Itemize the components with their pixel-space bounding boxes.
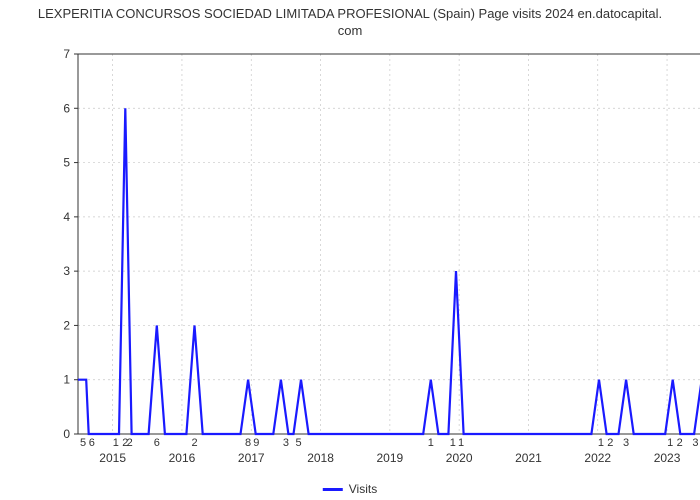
value-label: 5 — [295, 437, 301, 449]
value-label: 1 — [667, 437, 673, 449]
x-year-label: 2017 — [238, 451, 265, 465]
x-year-label: 2016 — [169, 451, 196, 465]
title-line-1: LEXPERITIA CONCURSOS SOCIEDAD LIMITADA P… — [38, 6, 662, 21]
value-label: 1 — [428, 437, 434, 449]
value-label: 1 — [450, 437, 456, 449]
value-label: 9 — [253, 437, 259, 449]
chart-title: LEXPERITIA CONCURSOS SOCIEDAD LIMITADA P… — [0, 0, 700, 42]
value-label: 2 — [607, 437, 613, 449]
value-label: 1 — [113, 437, 119, 449]
value-label: 2 — [677, 437, 683, 449]
value-label: 3 — [283, 437, 289, 449]
x-year-label: 2021 — [515, 451, 542, 465]
value-label: 1 — [458, 437, 464, 449]
y-tick-label: 1 — [63, 373, 70, 387]
x-year-label: 2018 — [307, 451, 334, 465]
title-line-2: com — [338, 23, 363, 38]
axes-frame — [78, 54, 700, 434]
y-tick-label: 2 — [63, 318, 70, 332]
value-label: 8 — [245, 437, 251, 449]
value-label: 2 — [127, 437, 133, 449]
plot-svg: 0123456756122628935111123123420152016201… — [50, 48, 700, 486]
plot-area: 0123456756122628935111123123420152016201… — [50, 48, 680, 446]
value-label: 2 — [191, 437, 197, 449]
y-tick-label: 4 — [63, 210, 70, 224]
value-label: 5 — [80, 437, 86, 449]
value-label: 6 — [89, 437, 95, 449]
y-tick-label: 3 — [63, 264, 70, 278]
x-year-label: 2023 — [654, 451, 681, 465]
y-tick-label: 7 — [63, 48, 70, 61]
chart-container: LEXPERITIA CONCURSOS SOCIEDAD LIMITADA P… — [0, 0, 700, 500]
legend-swatch — [323, 488, 343, 491]
legend-label: Visits — [349, 482, 377, 496]
y-tick-label: 5 — [63, 156, 70, 170]
value-label: 3 — [692, 437, 698, 449]
x-year-label: 2022 — [584, 451, 611, 465]
value-label: 1 — [598, 437, 604, 449]
value-label: 6 — [154, 437, 160, 449]
y-tick-label: 0 — [63, 427, 70, 441]
x-year-label: 2019 — [376, 451, 403, 465]
x-year-label: 2015 — [99, 451, 126, 465]
y-tick-label: 6 — [63, 101, 70, 115]
x-year-label: 2020 — [446, 451, 473, 465]
legend: Visits — [323, 482, 377, 496]
value-label: 3 — [623, 437, 629, 449]
